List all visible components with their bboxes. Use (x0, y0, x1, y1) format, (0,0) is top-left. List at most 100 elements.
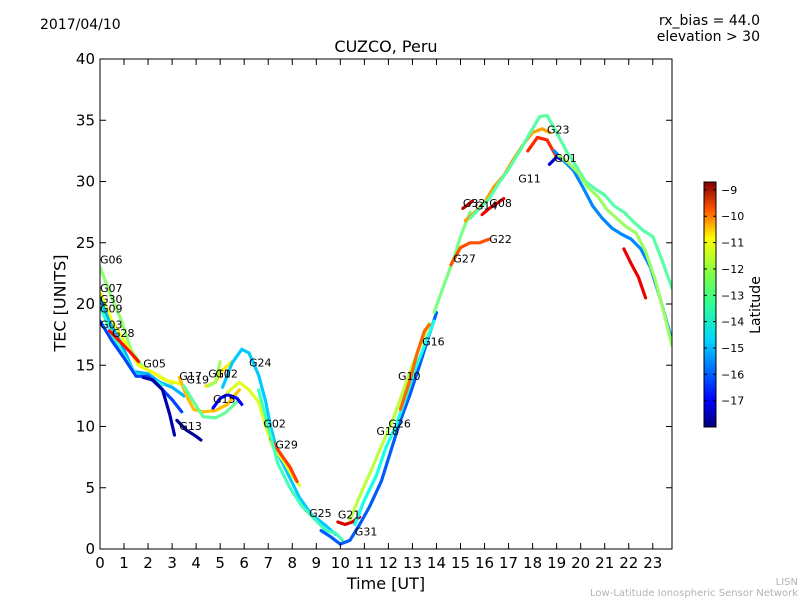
series-g16 (398, 323, 431, 411)
series-g02 (225, 380, 302, 487)
label-g14: G14 (475, 200, 498, 213)
colorbar-label: Latitude (748, 276, 764, 334)
label-g30: G30 (100, 293, 123, 306)
x-tick-label: 8 (287, 554, 297, 572)
footer-credit: LISN Low-Latitude Ionospheric Sensor Net… (590, 577, 798, 599)
series-g29 (269, 437, 299, 484)
series-g25 (257, 388, 345, 543)
colorbar-tick-label: −17 (721, 395, 744, 408)
x-tick-label: 19 (547, 554, 566, 572)
colorbar (703, 181, 717, 428)
series-g18 (353, 319, 436, 527)
y-tick-label: 10 (76, 418, 95, 436)
rx-bias-text: rx_bias = 44.0 (658, 13, 760, 29)
x-tick-label: 22 (619, 554, 638, 572)
label-g22: G22 (489, 233, 512, 246)
y-tick-label: 15 (76, 356, 95, 374)
label-g25: G25 (309, 507, 332, 520)
series-g05 (141, 375, 177, 437)
x-tick-label: 10 (331, 554, 350, 572)
x-tick-label: 13 (403, 554, 422, 572)
x-tick-label: 12 (379, 554, 398, 572)
series-g11 (468, 113, 672, 290)
y-tick-label: 25 (76, 234, 95, 252)
label-g28: G28 (112, 327, 135, 340)
date-label: 2017/04/10 (40, 17, 121, 33)
y-tick-label: 0 (85, 540, 95, 558)
label-g26: G26 (388, 418, 411, 431)
annotation-block: rx_bias = 44.0 elevation > 30 (657, 13, 760, 45)
series-g17 (177, 375, 241, 414)
label-g31: G31 (355, 526, 378, 539)
x-tick-label: 15 (451, 554, 470, 572)
label-g05: G05 (143, 358, 166, 371)
colorbar-tick-label: −9 (721, 184, 737, 197)
x-tick-label: 5 (215, 554, 225, 572)
series-g03b (552, 149, 672, 343)
series-g28b (622, 247, 648, 300)
series-g19 (182, 384, 239, 420)
y-axis-label: TEC [UNITS] (50, 254, 70, 352)
series-g09b (557, 154, 672, 348)
label-g21: G21 (338, 508, 361, 521)
x-tick-label: 7 (263, 554, 273, 572)
chart-title: CUZCO, Peru (334, 37, 438, 56)
label-g16: G16 (422, 336, 445, 349)
footer-org-full: Low-Latitude Ionospheric Sensor Network (590, 588, 798, 599)
label-g01: G01 (554, 152, 577, 165)
colorbar-tick-label: −10 (721, 210, 744, 223)
label-g08: G08 (489, 197, 512, 210)
x-tick-label: 18 (523, 554, 542, 572)
x-tick-label: 20 (571, 554, 590, 572)
x-axis-ticks: 0 1 2 3 4 5 6 7 8 9 10 11 12 13 14 15 16 17 18 19 20 21 22 23 (95, 59, 662, 572)
elevation-text: elevation > 30 (656, 29, 760, 45)
label-g23: G23 (547, 124, 570, 137)
x-tick-label: 16 (475, 554, 494, 572)
series-g32 (461, 199, 475, 210)
y-tick-label: 5 (85, 479, 95, 497)
y-tick-label: 30 (76, 173, 95, 191)
x-tick-label: 23 (643, 554, 662, 572)
label-g19: G19 (187, 374, 210, 387)
series-g03 (100, 319, 184, 414)
series-g30 (100, 296, 186, 398)
colorbar-tick-label: −11 (721, 237, 744, 250)
y-tick-label: 35 (76, 111, 95, 129)
label-g29: G29 (275, 439, 298, 452)
x-tick-label: 3 (167, 554, 177, 572)
x-tick-label: 6 (239, 554, 249, 572)
x-tick-label: 11 (355, 554, 374, 572)
label-g10: G10 (208, 368, 231, 381)
data-series (100, 113, 672, 546)
series-g22 (449, 237, 491, 267)
series-g10 (206, 360, 222, 388)
series-g07 (100, 290, 181, 386)
x-tick-label: 14 (427, 554, 446, 572)
label-g15: G15 (213, 393, 236, 406)
x-tick-label: 9 (312, 554, 322, 572)
label-g09: G09 (100, 303, 123, 316)
colorbar-tick-label: −15 (721, 342, 744, 355)
x-tick-label: 17 (499, 554, 518, 572)
label-g27: G27 (453, 252, 476, 265)
series-g08 (480, 197, 506, 217)
series-g28 (107, 329, 141, 364)
x-tick-label: 2 (143, 554, 153, 572)
label-g11: G11 (518, 173, 541, 186)
label-g06: G06 (100, 254, 123, 267)
colorbar-tick-label: −12 (721, 263, 744, 276)
plot-frame (99, 58, 673, 550)
label-g02: G02 (263, 418, 286, 431)
label-g13: G13 (179, 420, 202, 433)
label-g24: G24 (249, 357, 272, 370)
x-tick-label: 4 (191, 554, 201, 572)
x-axis-label: Time [UT] (346, 574, 426, 593)
series-g15 (211, 393, 244, 410)
y-axis-ticks: 0 5 10 15 20 25 30 35 40 (76, 50, 672, 558)
label-g32: G32 (463, 197, 486, 210)
series-g13 (175, 418, 203, 442)
label-g12: G12 (215, 368, 238, 381)
colorbar-ticks: −9 −10 −11 −12 −13 −14 −15 −16 −17 (704, 184, 744, 408)
